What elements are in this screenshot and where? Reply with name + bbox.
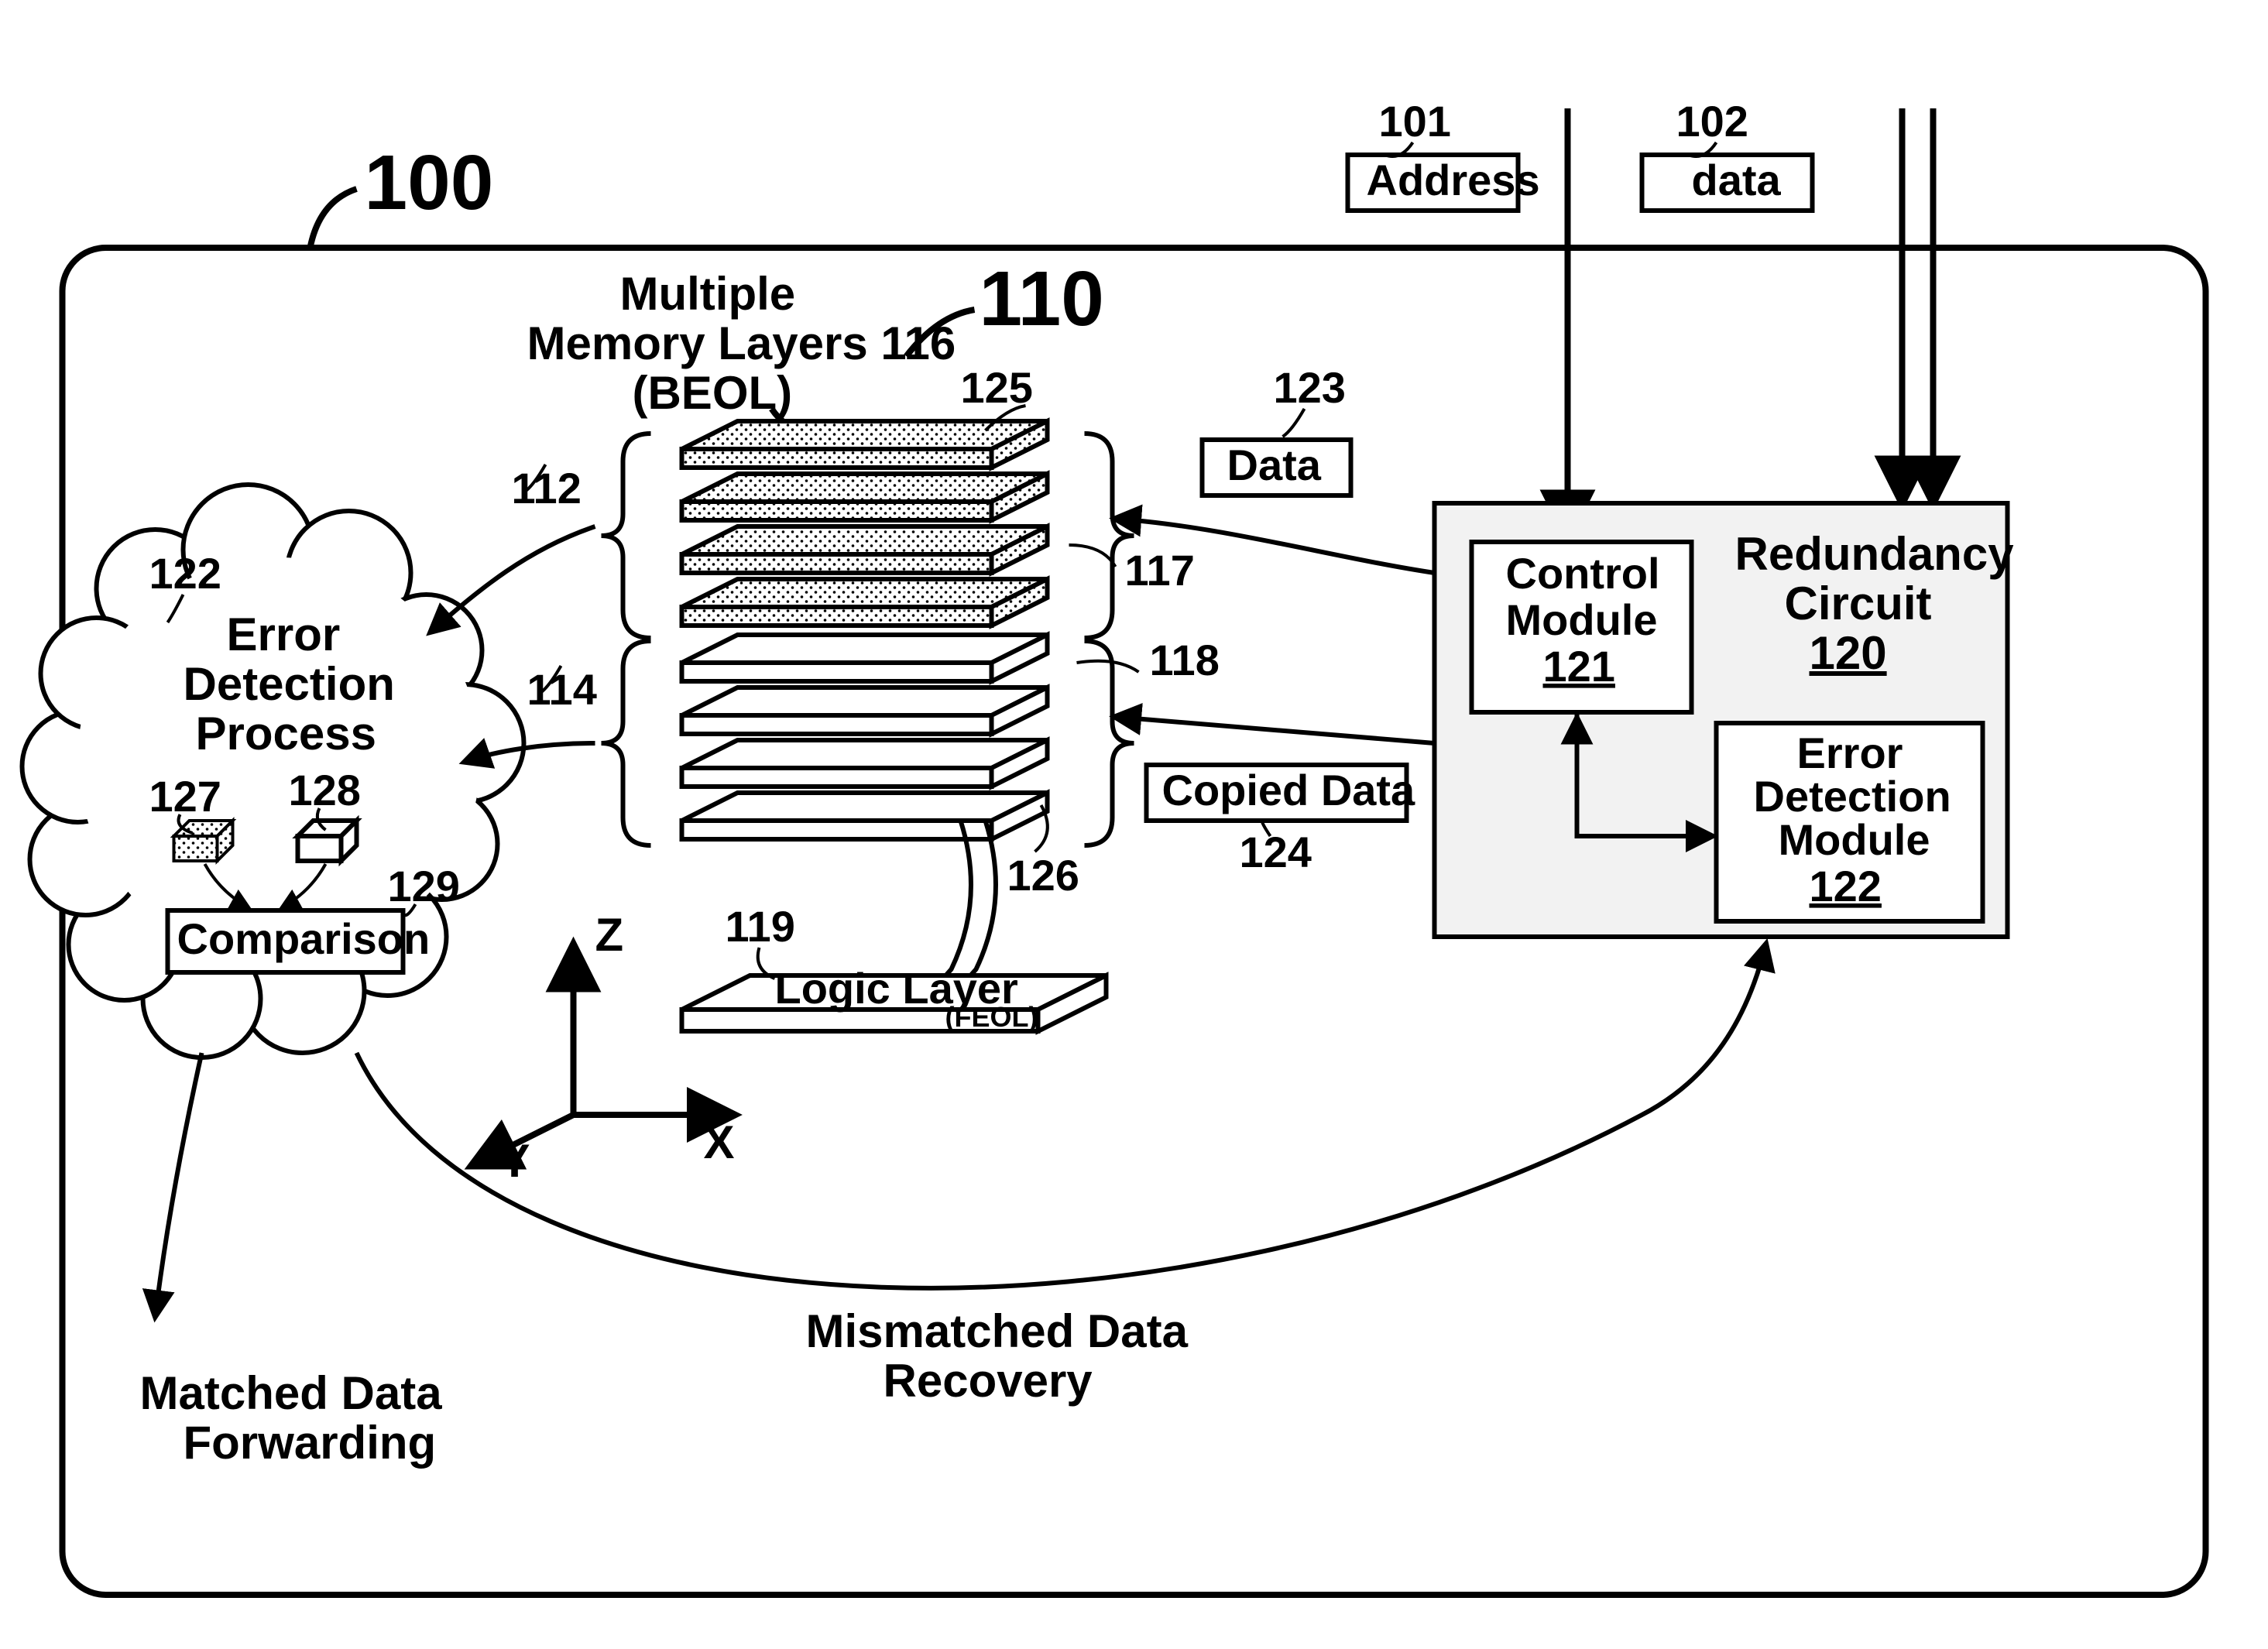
svg-text:114: 114 — [527, 665, 597, 714]
redundancy-circuit: Redundancy Circuit 120 Control Module 12… — [1435, 503, 2015, 937]
svg-text:data: data — [1692, 156, 1782, 204]
svg-text:Detection: Detection — [184, 658, 395, 710]
brace-right-top — [1085, 434, 1134, 638]
svg-text:125: 125 — [961, 363, 1033, 412]
svg-text:Address: Address — [1367, 156, 1540, 204]
svg-text:Copied Data: Copied Data — [1162, 766, 1416, 814]
svg-text:Redundancy: Redundancy — [1735, 528, 2015, 580]
svg-text:Z: Z — [595, 909, 624, 961]
memory-title: Multiple Memory Layers 116 (BEOL) — [527, 268, 956, 437]
svg-text:124: 124 — [1240, 828, 1312, 876]
svg-text:Process: Process — [196, 708, 377, 759]
svg-text:129: 129 — [388, 862, 460, 910]
brace-112: 112 — [512, 434, 651, 638]
svg-text:126: 126 — [1007, 851, 1079, 900]
svg-text:121: 121 — [1543, 642, 1615, 691]
svg-text:Detection: Detection — [1754, 772, 1951, 821]
svg-text:102: 102 — [1676, 97, 1748, 146]
svg-text:Error: Error — [227, 609, 341, 660]
ref-117: 117 — [1069, 545, 1195, 595]
svg-text:Y: Y — [499, 1135, 530, 1187]
data-label-box: Data 123 — [1203, 363, 1351, 495]
ref-100-leader — [311, 189, 357, 248]
svg-text:Error: Error — [1797, 729, 1903, 777]
svg-text:123: 123 — [1274, 363, 1346, 412]
svg-text:128: 128 — [289, 766, 361, 814]
memory-stack — [682, 421, 1048, 839]
svg-text:120: 120 — [1810, 627, 1887, 679]
svg-text:Circuit: Circuit — [1785, 578, 1932, 629]
svg-text:Comparison: Comparison — [177, 914, 431, 963]
svg-text:(FEOL): (FEOL) — [945, 1001, 1038, 1033]
svg-text:122: 122 — [149, 549, 221, 598]
svg-text:117: 117 — [1125, 546, 1195, 595]
brace-right-bot — [1085, 641, 1134, 845]
svg-text:119: 119 — [726, 902, 795, 951]
input-data: data 102 — [1642, 97, 1933, 500]
axes: Z X Y — [475, 909, 735, 1187]
svg-text:Multiple: Multiple — [620, 268, 796, 320]
svg-text:112: 112 — [512, 464, 582, 513]
copied-data-box: Copied Data 124 — [1147, 765, 1416, 876]
diagram-canvas: 100 Address 101 data 102 Redundancy Circ… — [0, 0, 2268, 1649]
svg-text:118: 118 — [1150, 636, 1220, 684]
svg-text:Control: Control — [1506, 549, 1660, 598]
svg-text:Memory Layers 116: Memory Layers 116 — [527, 317, 956, 369]
ref-100: 100 — [365, 139, 494, 226]
svg-text:101: 101 — [1379, 97, 1451, 146]
svg-text:Recovery: Recovery — [884, 1355, 1093, 1407]
input-address: Address 101 — [1348, 97, 1568, 534]
svg-text:X: X — [704, 1116, 735, 1168]
arrow-to-bottom-stack — [1116, 717, 1435, 743]
cube-128: 128 — [289, 766, 361, 861]
logic-layer: Logic Layer (FEOL) 119 — [682, 902, 1107, 1033]
svg-text:Module: Module — [1779, 815, 1930, 864]
svg-text:122: 122 — [1810, 862, 1882, 910]
svg-text:Forwarding: Forwarding — [184, 1417, 437, 1469]
svg-text:(BEOL): (BEOL) — [633, 367, 793, 419]
svg-text:Matched Data: Matched Data — [140, 1367, 443, 1419]
svg-text:Data: Data — [1227, 441, 1322, 489]
ref-110: 110 — [980, 255, 1104, 342]
svg-text:127: 127 — [149, 772, 221, 821]
svg-text:Mismatched Data: Mismatched Data — [806, 1305, 1189, 1357]
svg-text:Module: Module — [1506, 595, 1658, 644]
